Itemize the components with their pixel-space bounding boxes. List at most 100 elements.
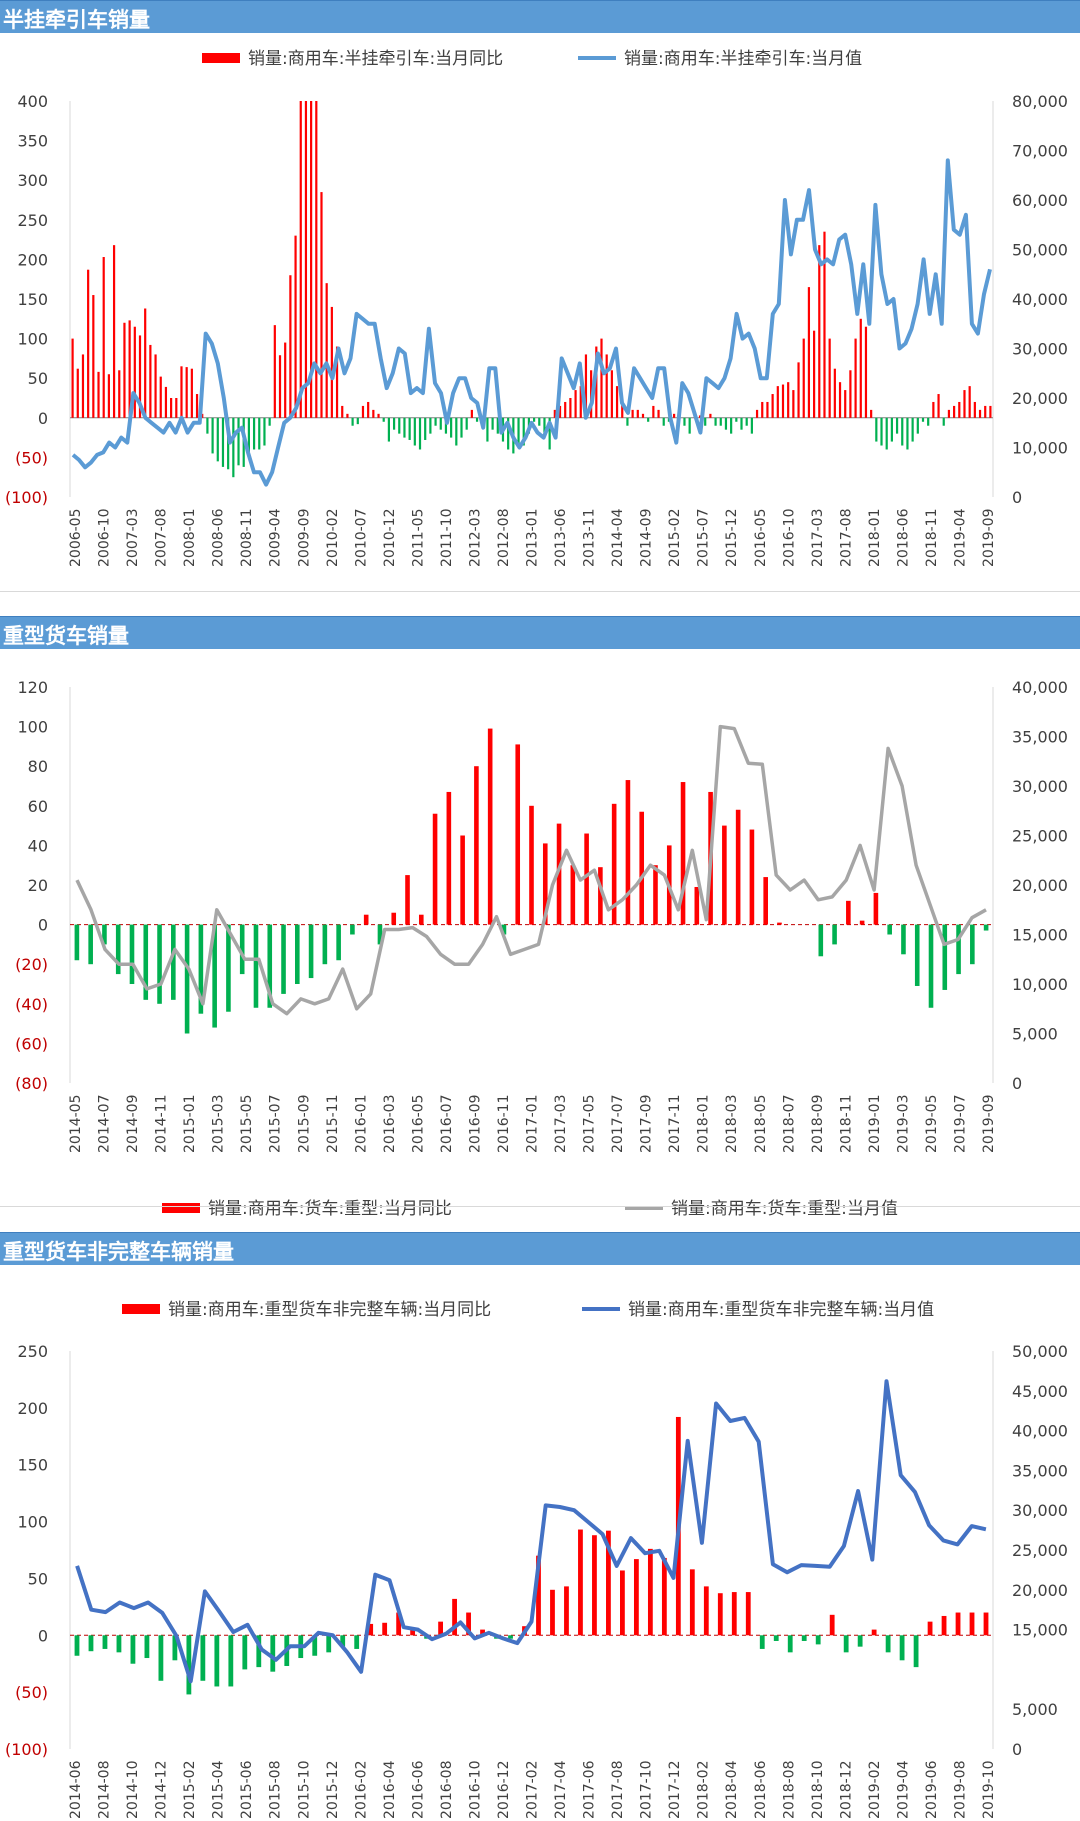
y-right-tick-label: 40,000 — [1012, 1422, 1068, 1441]
bar — [350, 924, 355, 935]
bar — [584, 833, 589, 925]
bar — [310, 101, 313, 418]
bar — [242, 1635, 248, 1670]
bar — [735, 809, 741, 925]
bar — [88, 924, 93, 965]
bar — [336, 924, 341, 961]
bar — [87, 269, 90, 418]
legend-label-line: 销量:商用车:货车:重型:当月值 — [671, 1199, 898, 1219]
chart-3-plot: 销量:商用车:重型货车非完整车辆:当月同比 销量:商用车:重型货车非完整车辆:当月… — [5, 1300, 1068, 1820]
bar — [102, 924, 107, 945]
bar — [606, 1530, 611, 1636]
bar — [776, 386, 779, 418]
x-tick-label: 2007-08 — [154, 509, 170, 568]
bar — [550, 1589, 555, 1636]
bar — [392, 417, 396, 430]
bar — [532, 417, 536, 422]
bar — [859, 318, 862, 418]
bar — [927, 1621, 933, 1636]
x-tick-label: 2009-09 — [296, 509, 312, 568]
y-left-tick-label: 120 — [17, 678, 48, 697]
bar — [870, 409, 873, 418]
x-tick-label: 2006-05 — [68, 509, 84, 568]
x-tick-label: 2014-08 — [97, 1761, 113, 1820]
bar — [487, 728, 493, 925]
x-tick-label: 2012-03 — [467, 509, 483, 568]
bar — [475, 417, 479, 422]
divider — [0, 591, 1080, 592]
y-right-tick-label: 30,000 — [1012, 777, 1068, 796]
y-left-tick-label: 150 — [17, 1456, 48, 1475]
bar — [859, 920, 865, 925]
bar — [107, 374, 110, 418]
x-tick-label: 2013-06 — [553, 508, 569, 567]
bar — [474, 766, 479, 925]
x-tick-label: 2019-04 — [895, 1760, 911, 1819]
bar — [129, 924, 135, 984]
bar — [653, 865, 658, 925]
bar — [709, 413, 712, 418]
x-tick-label: 2017-06 — [582, 1760, 598, 1819]
y-right-tick-label: 20,000 — [1012, 876, 1068, 895]
bar — [325, 283, 328, 418]
y-right-tick-label: 40,000 — [1012, 678, 1068, 697]
y-left-tick-label: (100) — [5, 488, 48, 507]
bar — [932, 401, 935, 418]
x-tick-label: 2018-05 — [753, 1095, 769, 1154]
bar — [247, 417, 250, 458]
x-tick-label: 2018-01 — [867, 509, 883, 568]
legend-label-line: 销量:商用车:半挂牵引车:当月值 — [624, 49, 862, 69]
legend: 销量:商用车:半挂牵引车:当月同比 销量:商用车:半挂牵引车:当月值 — [202, 49, 862, 69]
bar-series — [74, 1416, 989, 1695]
x-tick-label: 2015-02 — [667, 509, 683, 568]
bar — [873, 892, 879, 925]
bar — [636, 409, 639, 418]
bar — [304, 101, 308, 418]
bar — [206, 417, 209, 434]
x-tick-label: 2018-01 — [696, 1095, 712, 1154]
bar — [755, 409, 759, 418]
bar — [574, 390, 577, 418]
y-right-tick-label: 0 — [1012, 1074, 1022, 1093]
bar — [186, 1635, 192, 1695]
bar — [777, 922, 782, 925]
bar — [268, 417, 271, 426]
panel-title: 重型货车非完整车辆销量 — [3, 1240, 234, 1264]
bar — [683, 417, 686, 426]
bar — [515, 744, 521, 925]
y-left-tick-label: (60) — [15, 1034, 48, 1053]
x-tick-label: 2014-05 — [68, 1095, 84, 1154]
bar — [913, 1635, 919, 1668]
bar — [278, 355, 282, 418]
bar — [470, 409, 473, 418]
bar — [367, 401, 370, 418]
legend-swatch-bar — [202, 53, 240, 63]
bar — [801, 1635, 807, 1641]
bar — [529, 805, 534, 925]
bar — [802, 338, 805, 418]
bar — [157, 924, 162, 1004]
bar — [973, 401, 976, 418]
bar — [76, 368, 79, 418]
bar — [237, 417, 240, 466]
legend-label-line: 销量:商用车:重型货车非完整车辆:当月值 — [628, 1300, 934, 1320]
x-tick-label: 2019-10 — [981, 1761, 997, 1820]
bar — [703, 1586, 709, 1636]
bar — [846, 900, 851, 925]
bar — [955, 1612, 961, 1636]
x-tick-label: 2014-12 — [154, 1761, 170, 1820]
bar — [731, 1592, 737, 1636]
bar — [570, 865, 576, 925]
bar — [569, 398, 572, 418]
bar — [916, 417, 919, 434]
x-tick-label: 2014-09 — [639, 509, 655, 568]
bar — [672, 413, 676, 418]
x-tick-label: 2016-10 — [781, 509, 797, 568]
bar — [460, 417, 463, 438]
y-left-tick-label: 150 — [17, 290, 48, 309]
y-right-tick-label: 5,000 — [1012, 1025, 1058, 1044]
x-tick-label: 2015-05 — [239, 1095, 255, 1154]
bar — [605, 354, 608, 418]
y-right-tick-label: 0 — [1012, 488, 1022, 507]
bar — [252, 417, 256, 450]
